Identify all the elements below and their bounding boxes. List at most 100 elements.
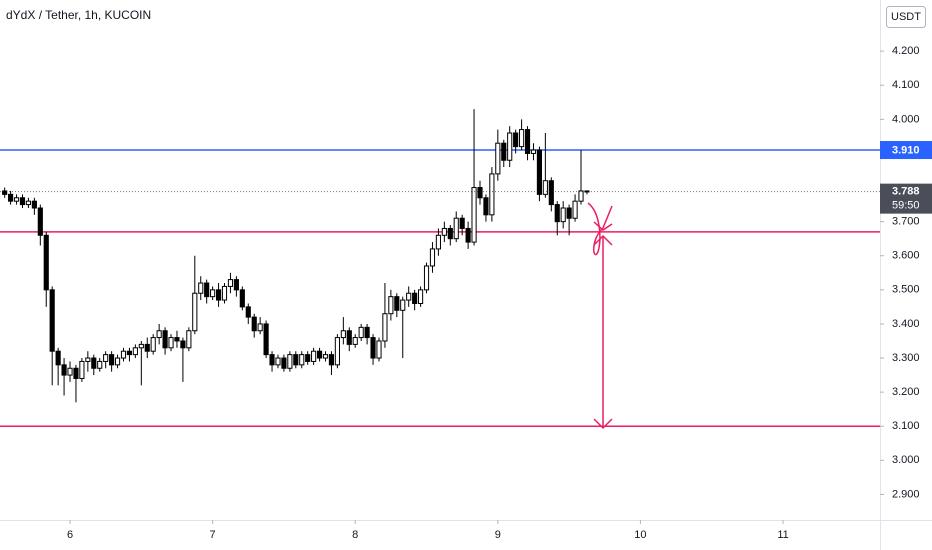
candle-body <box>263 323 269 356</box>
candle-body <box>109 354 115 366</box>
candle-body <box>13 197 20 202</box>
annotation-drawing <box>587 202 613 430</box>
candle-body <box>79 360 85 379</box>
y-tick-label: 3.000 <box>892 454 920 466</box>
candle-body <box>275 357 281 366</box>
candle-body <box>346 330 352 345</box>
target-arrow-head-bottom <box>593 418 613 430</box>
candle-body <box>316 350 323 359</box>
candle-body <box>299 354 305 366</box>
x-tick-label: 11 <box>777 529 788 541</box>
candle-body <box>114 357 121 366</box>
candle-body <box>364 326 370 339</box>
candle-body <box>73 367 79 379</box>
candle-body <box>19 197 26 206</box>
level-label: 3.910 <box>892 144 920 156</box>
candle-body <box>412 292 418 304</box>
candle-body <box>584 190 590 193</box>
countdown-label: 59:50 <box>892 200 920 212</box>
y-tick-label: 2.900 <box>892 488 920 500</box>
candle-body <box>144 343 150 352</box>
candle-body <box>174 337 180 342</box>
y-tick-label: 3.100 <box>892 420 920 432</box>
candle-body <box>120 350 127 359</box>
candle-body <box>578 190 584 202</box>
candle-body <box>489 173 495 216</box>
candle-body <box>204 282 210 298</box>
candle-body <box>25 200 31 206</box>
candle-body <box>340 330 346 339</box>
candle-body <box>376 340 382 359</box>
candle-body <box>471 187 477 243</box>
candle-body <box>55 350 61 366</box>
candle-body <box>210 289 216 298</box>
candle-body <box>233 279 239 291</box>
candle-body <box>269 354 275 366</box>
currency-label[interactable]: USDT <box>891 11 921 23</box>
candle-body <box>281 357 287 369</box>
candle-body <box>507 132 513 161</box>
candle-body <box>548 180 554 206</box>
candle-body <box>477 187 483 199</box>
candle-body <box>352 337 358 345</box>
candle-body <box>572 200 578 219</box>
candle-body <box>483 197 489 216</box>
candle-body <box>257 323 263 332</box>
candle-body <box>97 360 103 369</box>
candle-body <box>239 289 245 308</box>
candle-body <box>156 330 162 339</box>
candle-body <box>221 285 228 301</box>
candle-body <box>328 354 335 366</box>
y-tick-label: 4.100 <box>892 79 920 91</box>
x-tick-label: 8 <box>352 529 358 541</box>
level-label-box <box>880 141 932 160</box>
last-price-box <box>880 183 932 214</box>
x-tick-label: 7 <box>210 529 216 541</box>
candle-body <box>501 142 507 161</box>
curved-arrow <box>587 202 604 256</box>
candle-body <box>334 337 340 366</box>
candle-body <box>162 330 168 349</box>
candle-body <box>495 142 501 175</box>
candle-body <box>192 292 198 332</box>
plot <box>0 109 880 427</box>
candle-body <box>513 132 519 148</box>
candle-body <box>251 316 257 332</box>
candle-body <box>168 337 174 349</box>
candle-body <box>429 248 436 267</box>
candle-body <box>37 207 43 236</box>
candle-body <box>566 207 572 219</box>
candle-body <box>453 217 459 240</box>
y-tick-label: 3.300 <box>892 352 920 364</box>
candle-body <box>61 364 67 376</box>
candle-body <box>394 296 400 311</box>
candle-body <box>370 337 376 359</box>
y-tick-label: 3.600 <box>892 250 920 262</box>
y-tick-label: 3.700 <box>892 216 920 228</box>
candle-body <box>519 129 525 148</box>
arrow-head <box>593 221 613 231</box>
x-tick-label: 10 <box>634 529 646 541</box>
candle-body <box>215 289 222 301</box>
candle-body <box>418 289 424 304</box>
candle-body <box>2 190 8 195</box>
x-tick-label: 9 <box>495 529 501 541</box>
candle-body <box>524 129 531 154</box>
candle-body <box>400 299 406 311</box>
y-tick-label: 3.500 <box>892 284 920 296</box>
candle-body <box>85 357 91 362</box>
candle-body <box>186 330 192 349</box>
candle-body <box>8 193 14 202</box>
candle-body <box>305 354 311 362</box>
candle-body <box>198 282 204 294</box>
candle-body <box>31 200 37 209</box>
candle-body <box>441 227 447 236</box>
candle-body <box>293 354 299 366</box>
candle-body <box>43 234 49 291</box>
candle-body <box>465 227 471 243</box>
y-tick-label: 4.200 <box>892 45 920 57</box>
arrow-tail <box>602 205 613 229</box>
currency-button[interactable] <box>886 6 926 28</box>
